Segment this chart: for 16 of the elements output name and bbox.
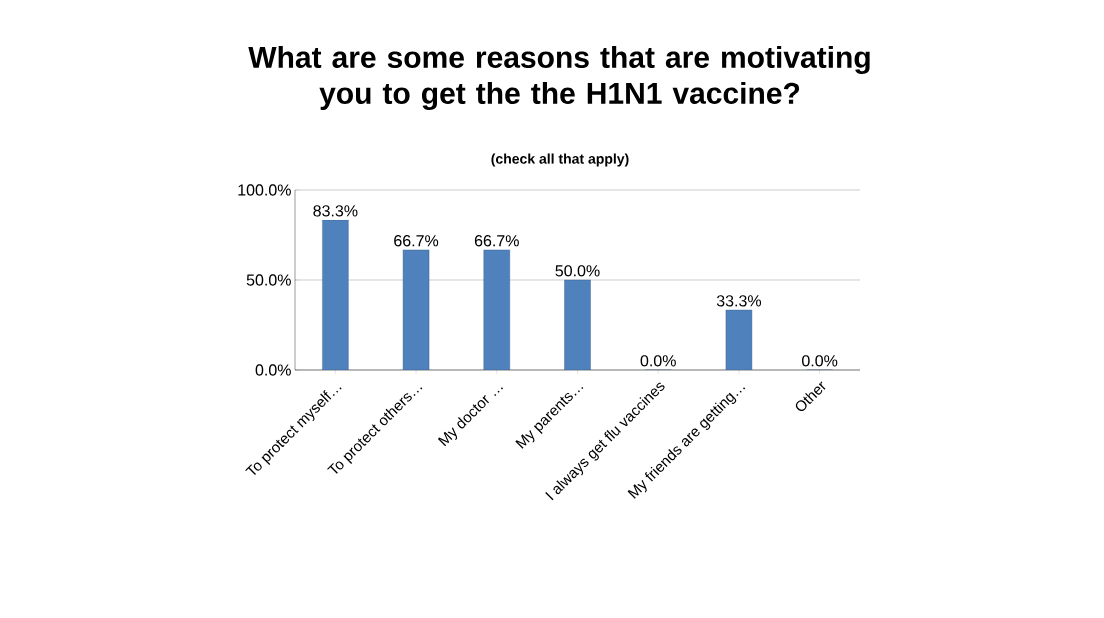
- data-label: 33.3%: [716, 295, 762, 307]
- chart-subtitle: (check all that apply): [491, 153, 629, 167]
- chart-title: What are some reasons that are motivating you to get the the H1N1 vaccine?: [248, 45, 870, 111]
- data-label: 0.0%: [802, 355, 838, 367]
- bar: [402, 249, 430, 370]
- bar: [322, 219, 349, 370]
- bar: [564, 279, 591, 370]
- bar: [483, 249, 510, 370]
- y-tick-label: 0.0%: [255, 364, 291, 376]
- data-label: 0.0%: [640, 355, 676, 367]
- data-label: 83.3%: [313, 205, 358, 217]
- data-label: 66.7%: [394, 235, 439, 247]
- data-label: 50.0%: [555, 265, 600, 277]
- data-label: 66.7%: [474, 235, 519, 247]
- y-tick-label: 50.0%: [246, 274, 291, 286]
- y-tick-label: 100.0%: [238, 184, 291, 196]
